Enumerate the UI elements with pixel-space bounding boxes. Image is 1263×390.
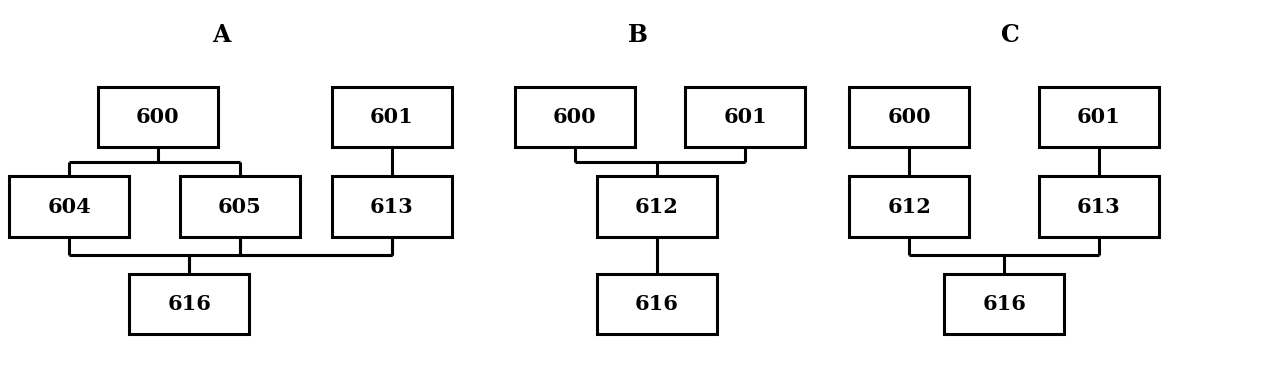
FancyBboxPatch shape — [597, 176, 717, 237]
Text: 600: 600 — [888, 107, 931, 127]
FancyBboxPatch shape — [945, 274, 1063, 334]
Text: 600: 600 — [136, 107, 179, 127]
Text: A: A — [212, 23, 230, 47]
FancyBboxPatch shape — [515, 87, 634, 147]
FancyBboxPatch shape — [1038, 87, 1159, 147]
FancyBboxPatch shape — [597, 274, 717, 334]
Text: 601: 601 — [1077, 107, 1120, 127]
FancyBboxPatch shape — [849, 176, 970, 237]
FancyBboxPatch shape — [849, 87, 970, 147]
Text: 616: 616 — [635, 294, 678, 314]
Text: 613: 613 — [1077, 197, 1120, 217]
FancyBboxPatch shape — [331, 87, 452, 147]
Text: 605: 605 — [218, 197, 261, 217]
FancyBboxPatch shape — [10, 176, 130, 237]
FancyBboxPatch shape — [685, 87, 805, 147]
FancyBboxPatch shape — [97, 87, 217, 147]
Text: 601: 601 — [370, 107, 413, 127]
FancyBboxPatch shape — [331, 176, 452, 237]
Text: 601: 601 — [724, 107, 767, 127]
Text: 612: 612 — [888, 197, 931, 217]
Text: B: B — [628, 23, 648, 47]
Text: 600: 600 — [553, 107, 596, 127]
FancyBboxPatch shape — [181, 176, 301, 237]
FancyBboxPatch shape — [129, 274, 250, 334]
FancyBboxPatch shape — [1038, 176, 1159, 237]
Text: C: C — [1002, 23, 1019, 47]
Text: 604: 604 — [48, 197, 91, 217]
Text: 613: 613 — [370, 197, 413, 217]
Text: 616: 616 — [168, 294, 211, 314]
Text: 616: 616 — [983, 294, 1026, 314]
Text: 612: 612 — [635, 197, 678, 217]
